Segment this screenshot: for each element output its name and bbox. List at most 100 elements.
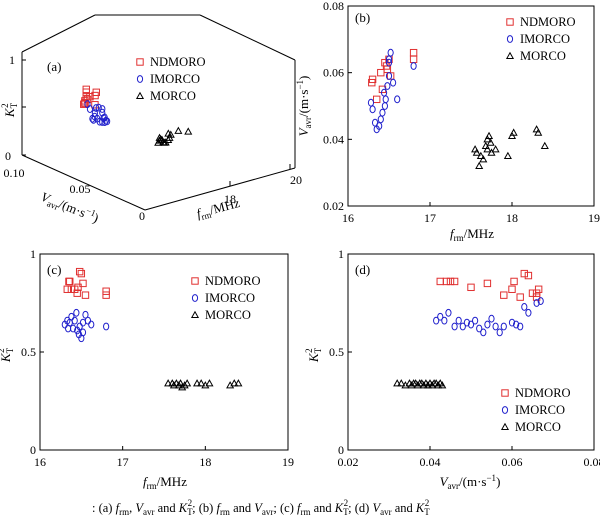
d-point-imorco bbox=[455, 316, 462, 325]
c-point-ndmoro bbox=[102, 287, 110, 295]
d-point-morco bbox=[397, 379, 406, 387]
d-point-imorco bbox=[484, 320, 491, 329]
d-point-ndmoro bbox=[532, 289, 541, 297]
d-point-ndmoro bbox=[528, 289, 537, 297]
c-y-tick-label: 1 bbox=[30, 247, 36, 261]
c-point-ndmoro bbox=[81, 291, 90, 299]
b-panel-label: (b) bbox=[355, 10, 370, 25]
d-point-imorco bbox=[500, 322, 507, 331]
a-z-tick-label: 1 bbox=[9, 53, 15, 67]
b-y-axis-label: Vavr/(m·s−1) bbox=[295, 76, 313, 137]
a-panel-label: (a) bbox=[47, 59, 61, 74]
b-legend: NDMORO IMORCO MORCO bbox=[505, 15, 576, 63]
d-ticks: 0.02 0.04 0.06 0.08 0 0.5 1 bbox=[329, 247, 600, 469]
b-point-morco bbox=[509, 128, 518, 136]
d-x-tick-label: 0.06 bbox=[502, 455, 523, 469]
c-y-tick-label: 0.5 bbox=[21, 345, 36, 359]
c-point-ndmoro bbox=[77, 269, 86, 278]
b-x-tick-label: 16 bbox=[342, 211, 354, 225]
c-legend-label: NDMORO bbox=[205, 274, 261, 288]
d-point-imorco bbox=[445, 308, 452, 317]
d-point-imorco bbox=[437, 312, 444, 321]
b-x-tick-label: 18 bbox=[506, 211, 518, 225]
d-point-morco bbox=[434, 381, 443, 389]
a-point-morco bbox=[155, 136, 164, 144]
d-point-morco bbox=[423, 381, 432, 389]
c-point-imorco bbox=[103, 322, 110, 331]
d-point-morco bbox=[438, 381, 447, 389]
d-point-imorco bbox=[459, 322, 466, 331]
d-point-imorco bbox=[451, 322, 458, 331]
d-y-tick-label: 1 bbox=[338, 247, 344, 261]
c-panel-label: (c) bbox=[47, 262, 61, 277]
d-legend-marker bbox=[500, 422, 510, 431]
c-point-imorco bbox=[73, 308, 80, 317]
a-point-morco bbox=[165, 133, 174, 141]
d-point-imorco bbox=[472, 316, 479, 325]
a-y-tick-label: 0.05 bbox=[70, 182, 91, 196]
b-x-tick-label: 19 bbox=[588, 211, 600, 225]
c-point-ndmoro bbox=[74, 283, 82, 292]
c-point-morco bbox=[230, 379, 239, 387]
b-point-imorco bbox=[390, 78, 397, 87]
d-x-tick-label: 0.02 bbox=[338, 455, 359, 469]
b-point-imorco bbox=[382, 95, 389, 104]
figure-caption: : (a) frm, Vavr and KT2; (b) frm and Vav… bbox=[92, 498, 430, 517]
c-point-ndmoro bbox=[66, 277, 74, 286]
b-point-morco bbox=[483, 145, 492, 153]
d-panel-label: (d) bbox=[355, 262, 370, 277]
a-y-axis-line bbox=[21, 154, 146, 211]
b-point-imorco bbox=[367, 98, 375, 107]
c-y-tick-label: 0 bbox=[30, 443, 36, 457]
d-legend: NDMORO IMORCO MORCO bbox=[500, 386, 571, 434]
a-legend-marker bbox=[136, 75, 144, 83]
c-point-morco bbox=[197, 379, 206, 387]
b-legend-marker bbox=[506, 18, 514, 26]
c-point-ndmoro bbox=[63, 285, 71, 293]
a-point-imorco bbox=[93, 104, 100, 112]
panel-b: (b) 16 17 18 19 0.02 0.04 0.06 0.08 Vavr/(m·s−1… bbox=[295, 0, 600, 243]
d-point-ndmoro bbox=[446, 277, 455, 286]
d-point-imorco bbox=[441, 316, 448, 325]
c-ticks: 16 17 18 19 0 0.5 1 bbox=[21, 247, 294, 469]
a-x-tick-label: 20 bbox=[290, 173, 302, 187]
a-z-tick-label: 0 bbox=[5, 149, 11, 163]
c-legend-label: IMORCO bbox=[205, 291, 255, 305]
c-x-tick-label: 17 bbox=[117, 455, 129, 469]
c-point-imorco bbox=[71, 316, 78, 325]
d-point-imorco bbox=[480, 328, 487, 337]
c-point-imorco bbox=[84, 316, 92, 325]
c-legend-label: MORCO bbox=[205, 308, 251, 322]
c-points bbox=[61, 267, 243, 391]
panel-c: (c) 16 17 18 19 0 0.5 1 KT2 frm/MHz NDMORO IMOR… bbox=[0, 247, 294, 491]
d-legend-marker bbox=[501, 406, 509, 414]
d-point-imorco bbox=[467, 320, 475, 329]
c-x-axis-label: frm/MHz bbox=[143, 474, 187, 491]
a-y-tick-label: 0.10 bbox=[4, 166, 25, 180]
d-point-ndmoro bbox=[510, 277, 518, 286]
a-point-morco bbox=[164, 129, 173, 137]
d-point-ndmoro bbox=[450, 277, 459, 286]
a-frame-top-left bbox=[21, 14, 96, 53]
panel-a: 1 0 0.10 0.05 0 18 20 KT2 Vavr/(m·s−1) f… bbox=[0, 14, 302, 226]
b-point-imorco bbox=[387, 48, 394, 57]
b-ticks: 16 17 18 19 0.02 0.04 0.06 0.08 bbox=[323, 0, 600, 225]
c-x-tick-label: 19 bbox=[282, 455, 294, 469]
a-frame-top-right bbox=[199, 14, 296, 61]
b-legend-marker bbox=[506, 35, 514, 43]
c-point-imorco bbox=[76, 322, 83, 331]
b-point-morco bbox=[486, 138, 495, 146]
b-point-imorco bbox=[377, 115, 384, 124]
b-legend-label: NDMORO bbox=[520, 15, 576, 29]
c-point-imorco bbox=[79, 328, 87, 337]
c-point-morco bbox=[183, 379, 192, 387]
c-point-ndmoro bbox=[73, 289, 81, 297]
d-point-imorco bbox=[488, 314, 495, 323]
d-point-imorco bbox=[433, 316, 440, 325]
b-point-morco bbox=[472, 148, 481, 156]
d-point-imorco bbox=[492, 322, 499, 331]
b-y-tick-label: 0.04 bbox=[323, 132, 344, 146]
c-y-axis-label: KT2 bbox=[0, 347, 15, 363]
b-point-imorco bbox=[381, 102, 388, 110]
